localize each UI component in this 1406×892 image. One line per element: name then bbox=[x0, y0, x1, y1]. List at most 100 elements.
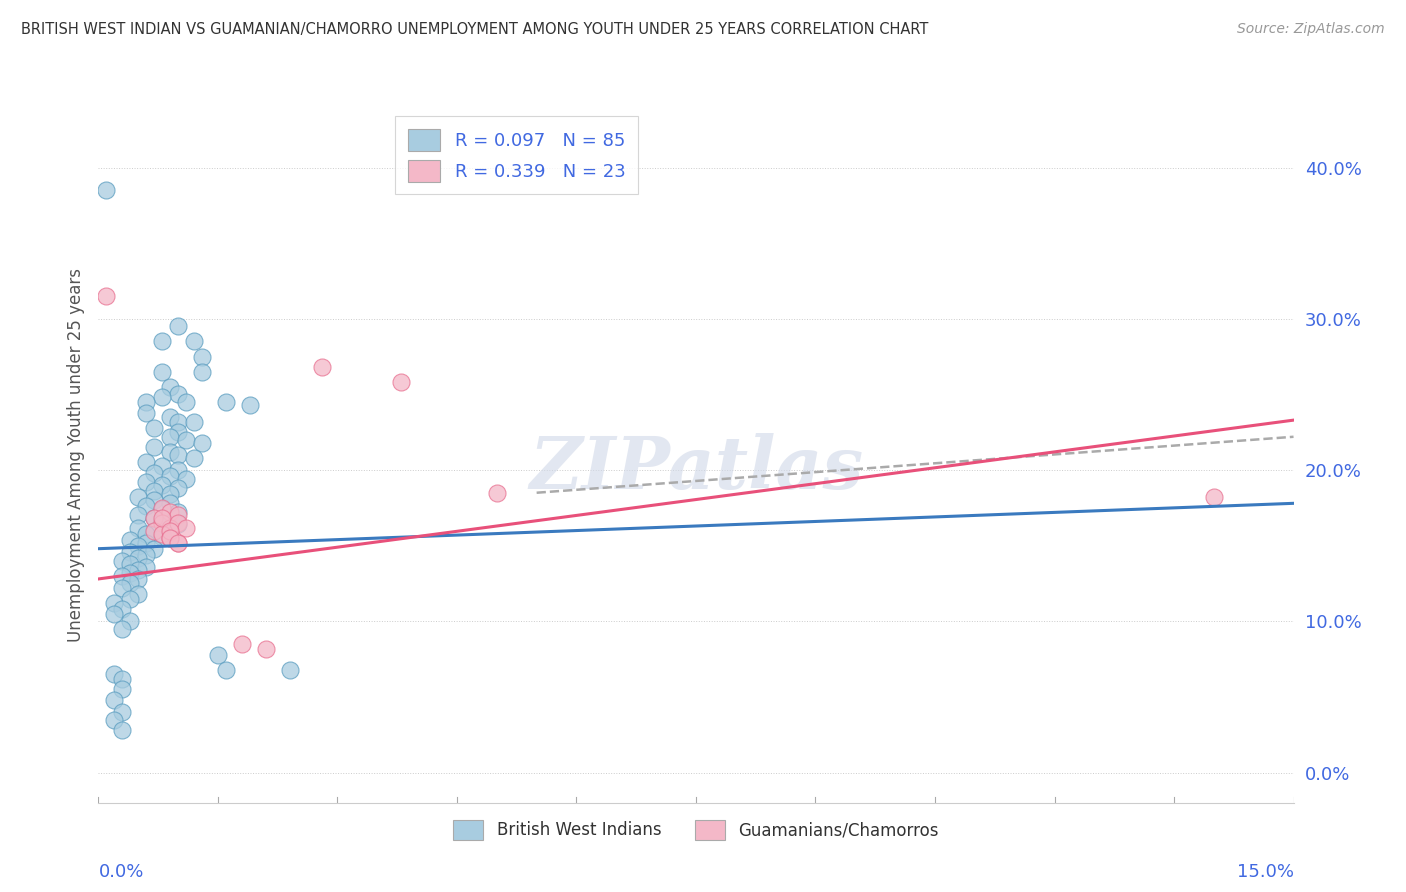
Point bbox=[143, 541, 166, 556]
Point bbox=[167, 535, 190, 549]
Point bbox=[167, 448, 190, 462]
Point bbox=[111, 622, 134, 636]
Point bbox=[485, 485, 508, 500]
Point bbox=[150, 526, 173, 541]
Point bbox=[135, 526, 157, 541]
Point bbox=[311, 360, 333, 375]
Text: Source: ZipAtlas.com: Source: ZipAtlas.com bbox=[1237, 22, 1385, 37]
Point bbox=[167, 517, 190, 532]
Point bbox=[167, 319, 190, 334]
Point bbox=[167, 463, 190, 477]
Point bbox=[159, 531, 181, 545]
Point bbox=[135, 455, 157, 469]
Point bbox=[159, 505, 181, 519]
Point bbox=[127, 550, 149, 565]
Point bbox=[191, 435, 214, 450]
Point bbox=[207, 648, 229, 662]
Point bbox=[174, 433, 197, 447]
Point bbox=[96, 183, 118, 197]
Point bbox=[103, 596, 125, 610]
Point bbox=[167, 508, 190, 523]
Point bbox=[159, 487, 181, 501]
Point bbox=[135, 548, 157, 562]
Point bbox=[167, 535, 190, 549]
Point bbox=[143, 441, 166, 455]
Point bbox=[120, 545, 142, 559]
Point bbox=[150, 500, 173, 515]
Point bbox=[111, 723, 134, 738]
Text: 0.0%: 0.0% bbox=[98, 863, 143, 881]
Point bbox=[127, 539, 149, 553]
Y-axis label: Unemployment Among Youth under 25 years: Unemployment Among Youth under 25 years bbox=[66, 268, 84, 642]
Point bbox=[159, 524, 181, 538]
Text: BRITISH WEST INDIAN VS GUAMANIAN/CHAMORRO UNEMPLOYMENT AMONG YOUTH UNDER 25 YEAR: BRITISH WEST INDIAN VS GUAMANIAN/CHAMORR… bbox=[21, 22, 928, 37]
Point bbox=[127, 563, 149, 577]
Point bbox=[167, 481, 190, 495]
Point bbox=[143, 466, 166, 480]
Legend: British West Indians, Guamanians/Chamorros: British West Indians, Guamanians/Chamorr… bbox=[447, 813, 945, 847]
Point bbox=[167, 505, 190, 519]
Point bbox=[191, 365, 214, 379]
Point bbox=[159, 430, 181, 444]
Point bbox=[150, 530, 173, 544]
Point bbox=[159, 531, 181, 545]
Point bbox=[111, 705, 134, 719]
Point bbox=[183, 450, 205, 465]
Point bbox=[103, 693, 125, 707]
Point bbox=[111, 682, 134, 697]
Point bbox=[135, 535, 157, 549]
Point bbox=[215, 663, 238, 677]
Point bbox=[143, 493, 166, 508]
Point bbox=[278, 663, 301, 677]
Point bbox=[103, 667, 125, 681]
Point bbox=[183, 334, 205, 349]
Point bbox=[120, 533, 142, 547]
Point bbox=[120, 566, 142, 580]
Point bbox=[135, 395, 157, 409]
Point bbox=[135, 559, 157, 574]
Point bbox=[111, 554, 134, 568]
Point bbox=[143, 420, 166, 434]
Point bbox=[159, 445, 181, 459]
Point bbox=[103, 713, 125, 727]
Point bbox=[135, 500, 157, 514]
Point bbox=[127, 572, 149, 586]
Point bbox=[111, 602, 134, 616]
Point bbox=[111, 569, 134, 583]
Point bbox=[143, 484, 166, 499]
Point bbox=[150, 458, 173, 473]
Point bbox=[127, 490, 149, 504]
Point bbox=[135, 406, 157, 420]
Point bbox=[120, 557, 142, 571]
Point bbox=[167, 516, 190, 530]
Point bbox=[150, 515, 173, 529]
Point bbox=[174, 395, 197, 409]
Point bbox=[150, 478, 173, 492]
Point bbox=[150, 334, 173, 349]
Point bbox=[159, 380, 181, 394]
Point bbox=[143, 511, 166, 525]
Point bbox=[127, 520, 149, 534]
Point bbox=[159, 520, 181, 534]
Point bbox=[150, 502, 173, 516]
Point bbox=[159, 469, 181, 483]
Point bbox=[127, 587, 149, 601]
Point bbox=[167, 425, 190, 440]
Point bbox=[103, 607, 125, 621]
Point bbox=[120, 591, 142, 606]
Point bbox=[111, 581, 134, 595]
Point bbox=[239, 398, 262, 412]
Point bbox=[127, 508, 149, 523]
Point bbox=[191, 350, 214, 364]
Point bbox=[120, 615, 142, 629]
Point bbox=[150, 391, 173, 405]
Point bbox=[159, 496, 181, 510]
Point bbox=[135, 475, 157, 490]
Point bbox=[150, 511, 173, 525]
Point bbox=[159, 410, 181, 425]
Point bbox=[167, 387, 190, 401]
Point bbox=[174, 520, 197, 534]
Point bbox=[215, 395, 238, 409]
Point bbox=[254, 641, 277, 656]
Point bbox=[150, 365, 173, 379]
